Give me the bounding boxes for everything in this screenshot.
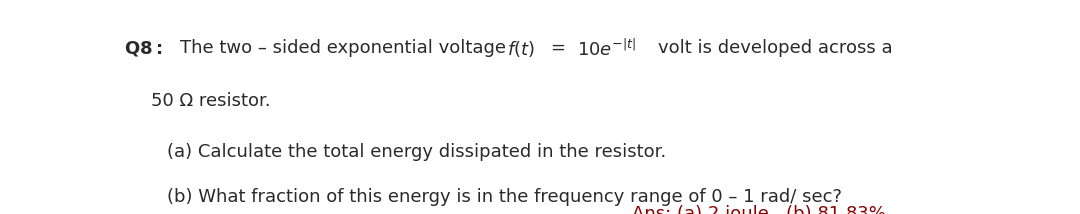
Text: 50 Ω resistor.: 50 Ω resistor. [151, 92, 271, 110]
Text: (b) What fraction of this energy is in the frequency range of 0 – 1 rad/ sec?: (b) What fraction of this energy is in t… [167, 188, 842, 206]
Text: =: = [550, 39, 565, 56]
Text: volt is developed across a: volt is developed across a [658, 39, 892, 56]
Text: The two – sided exponential voltage: The two – sided exponential voltage [180, 39, 512, 56]
Text: $10e^{-|t|}$: $10e^{-|t|}$ [577, 39, 636, 60]
Text: $\mathbf{Q8:}$: $\mathbf{Q8:}$ [124, 39, 163, 58]
Text: (a) Calculate the total energy dissipated in the resistor.: (a) Calculate the total energy dissipate… [167, 143, 666, 161]
Text: $f(t)$: $f(t)$ [507, 39, 535, 58]
Text: Ans: (a) 2 joule   (b) 81.83%.: Ans: (a) 2 joule (b) 81.83%. [632, 205, 891, 214]
